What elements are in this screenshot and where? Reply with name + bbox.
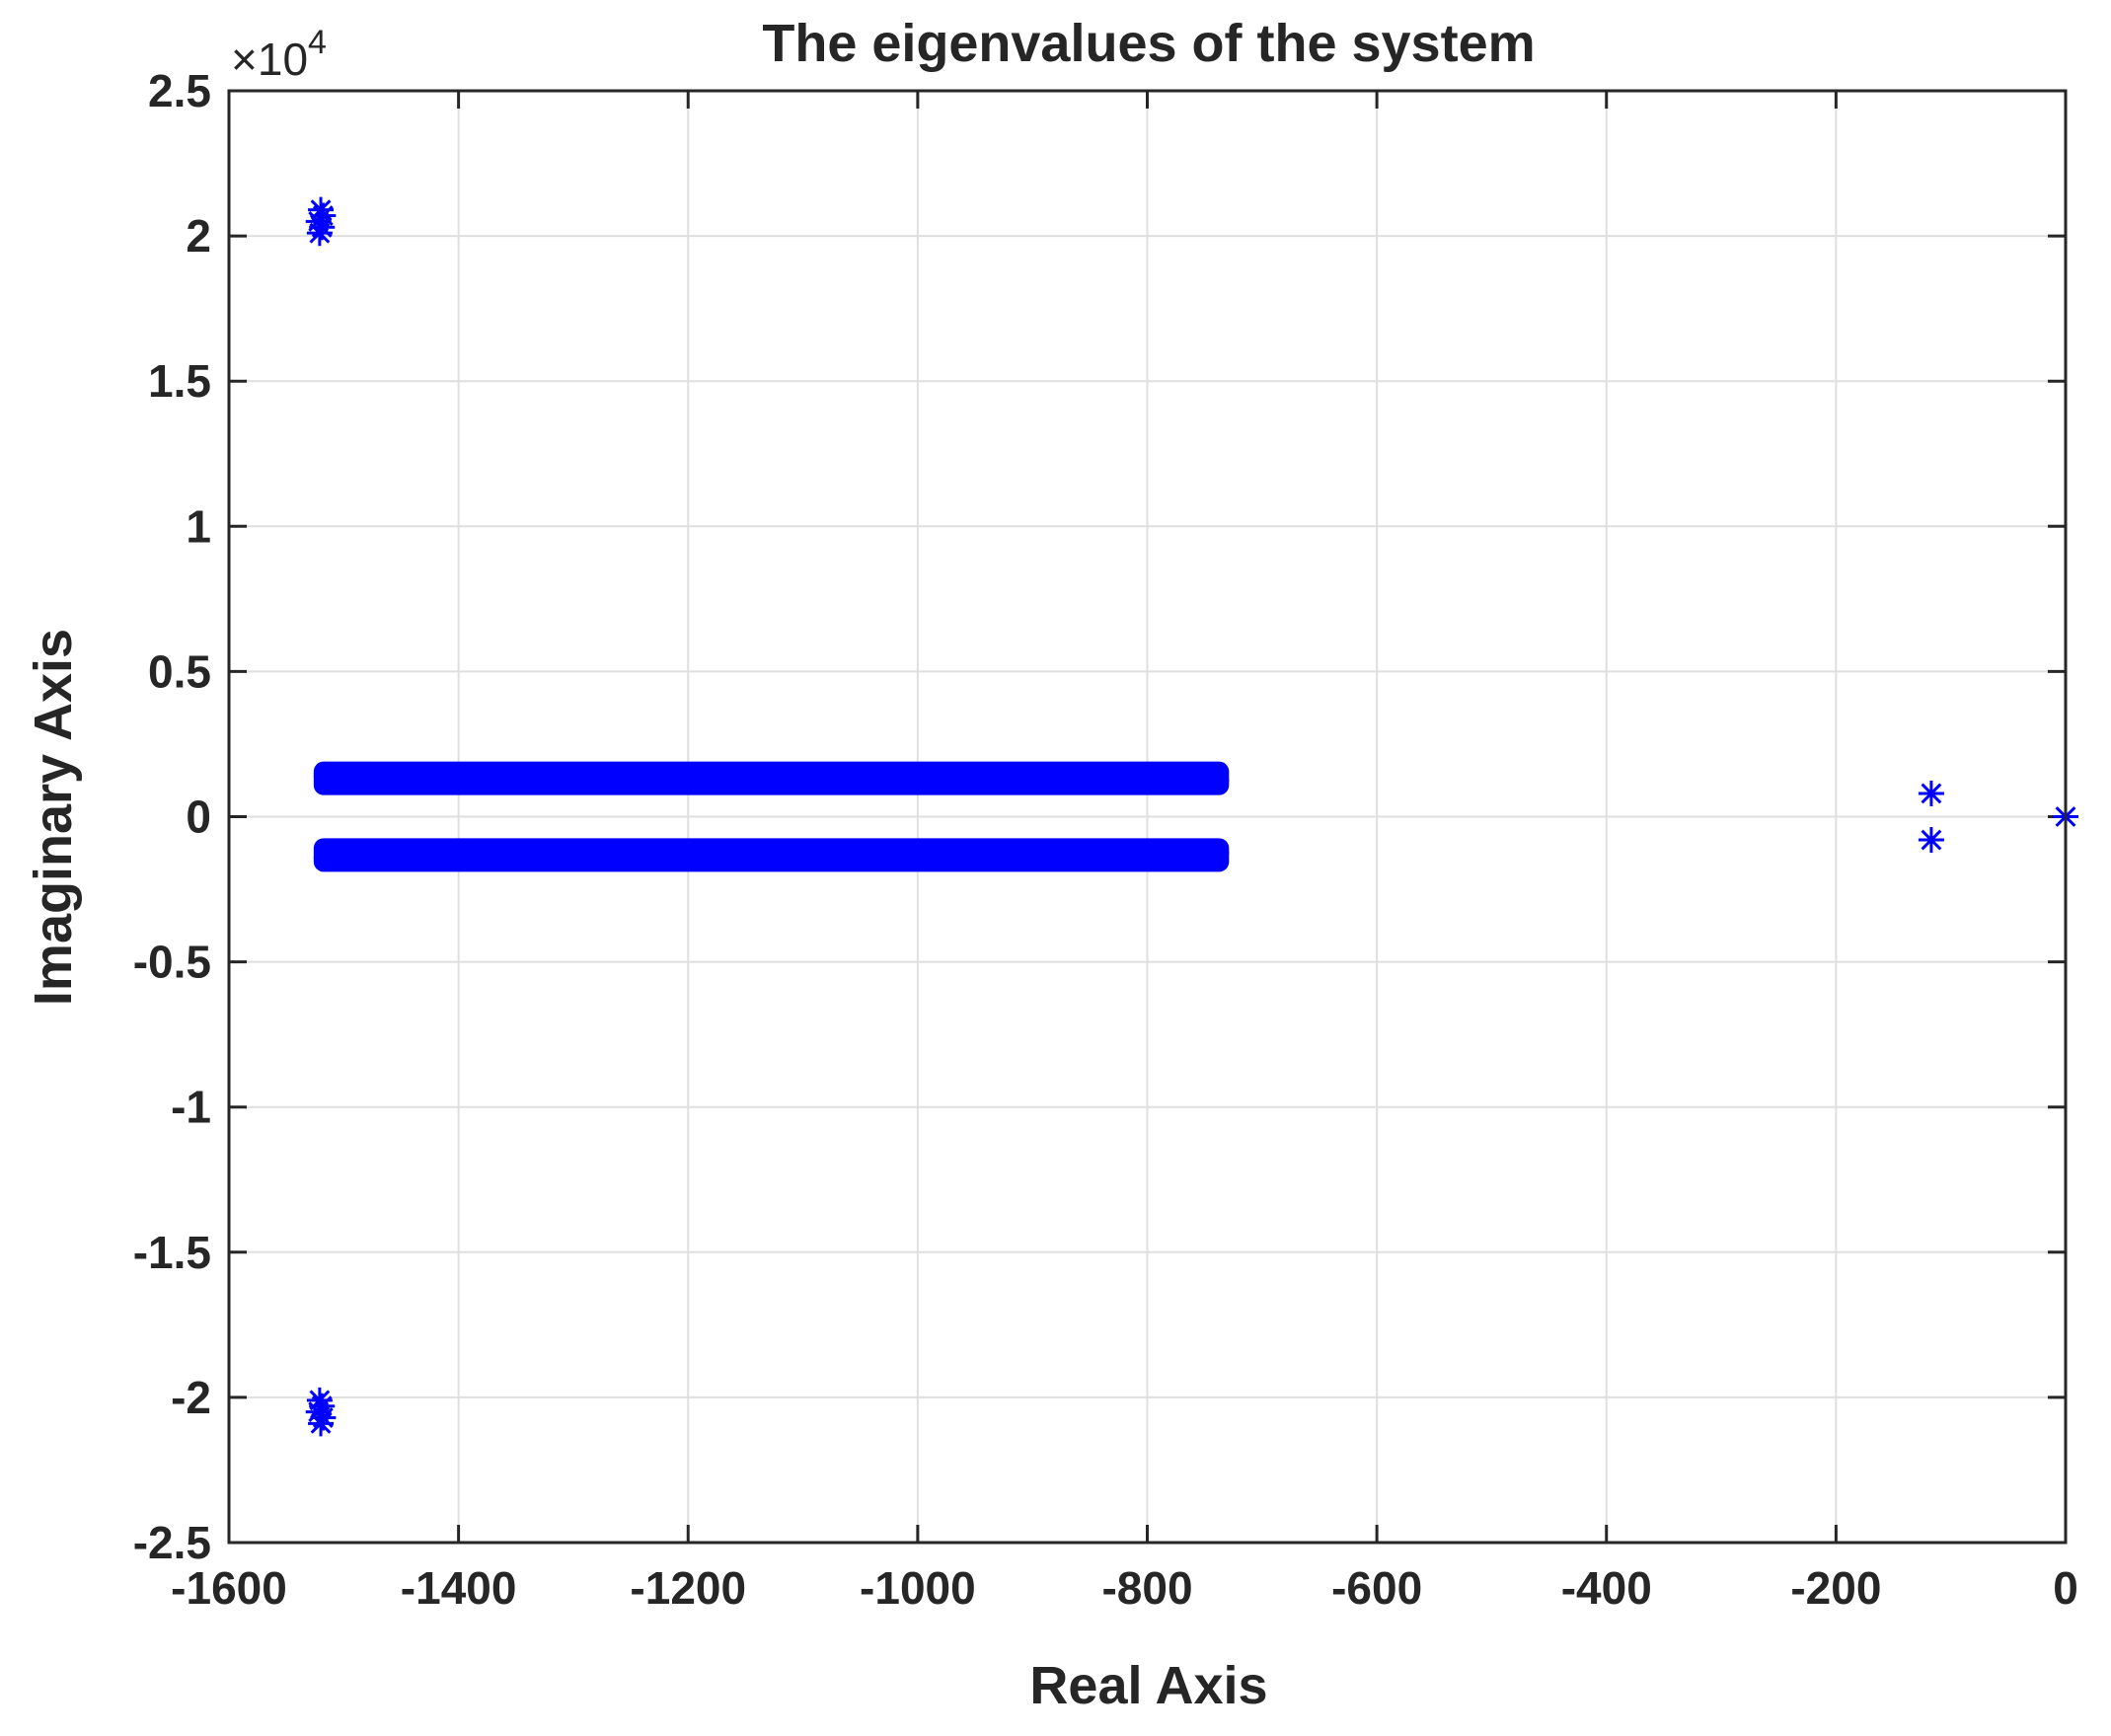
eigenvalue-point: [675, 764, 702, 791]
eigenvalue-point: [1169, 840, 1195, 867]
y-axis-label: Imaginary Axis: [24, 629, 83, 1006]
y-axis-exponent: ×104: [231, 24, 327, 85]
eigenvalue-point: [720, 843, 747, 869]
eigenvalue-point: [445, 844, 472, 870]
x-tick-label: -600: [1331, 1562, 1422, 1614]
y-exponent-power: 4: [308, 24, 327, 61]
eigenvalue-point: [904, 766, 931, 793]
y-tick-label: -2: [171, 1372, 211, 1423]
eigenvalue-point: [353, 844, 380, 870]
eigenvalue-point: [904, 841, 931, 868]
eigenvalue-point: [1088, 841, 1114, 868]
eigenvalue-point: [583, 764, 610, 791]
eigenvalue-point: [353, 763, 380, 790]
x-tick-label: -800: [1101, 1562, 1192, 1614]
eigenvalue-point: [1203, 840, 1230, 867]
eigenvalue-point: [1134, 840, 1161, 867]
eigenvalue-point: [629, 843, 655, 869]
eigenvalue-point: [767, 764, 793, 791]
x-tick-label: 0: [2053, 1562, 2078, 1614]
eigenvalue-point: [1203, 767, 1230, 793]
eigenvalue-point: [306, 1387, 333, 1413]
y-tick-label: 2.5: [148, 65, 211, 116]
eigenvalue-point: [812, 766, 839, 793]
eigenvalue-point: [950, 766, 977, 793]
grid: [229, 91, 2066, 1543]
eigenvalue-point: [313, 844, 339, 870]
x-tick-label: -400: [1561, 1562, 1652, 1614]
y-tick-label: -1: [171, 1082, 211, 1133]
eigenvalue-point: [812, 841, 839, 868]
x-tick-label: -1400: [401, 1562, 517, 1614]
eigenvalue-point: [537, 843, 564, 869]
eigenvalue-point: [1169, 767, 1195, 793]
y-tick-label: 1.5: [148, 355, 211, 407]
y-tick-label: -2.5: [133, 1517, 211, 1568]
y-tick-label: -0.5: [133, 937, 211, 988]
eigenvalue-point: [491, 844, 518, 870]
y-tick-labels: 2.5 2 1.5 1 0.5 0 -0.5 -1 -1.5 -2 -2.5: [133, 65, 211, 1568]
eigenvalue-point: [1042, 841, 1069, 868]
eigenvalue-point: [313, 763, 339, 790]
eigenvalue-point: [1918, 780, 1944, 806]
eigenvalue-point: [767, 843, 793, 869]
y-tick-label: 0: [186, 792, 211, 843]
eigenvalue-point: [1918, 827, 1944, 854]
eigenvalue-point: [675, 843, 702, 869]
y-tick-label: -1.5: [133, 1227, 211, 1278]
eigenvalue-point: [720, 764, 747, 791]
eigenvalue-point: [583, 843, 610, 869]
chart-title: The eigenvalues of the system: [762, 14, 1535, 73]
eigenvalue-point: [537, 764, 564, 791]
eigenvalue-point: [1134, 767, 1161, 793]
eigenvalue-point: [445, 763, 472, 790]
eigenvalue-point: [996, 766, 1022, 793]
x-axis-label: Real Axis: [1029, 1656, 1267, 1715]
y-exponent-base: ×10: [231, 34, 308, 85]
eigenvalue-point: [400, 844, 426, 870]
x-tick-label: -1200: [630, 1562, 746, 1614]
eigenvalue-point: [1042, 766, 1069, 793]
eigenvalue-point: [859, 841, 885, 868]
eigenvalue-point: [629, 764, 655, 791]
axes-box: [227, 89, 2068, 1545]
y-tick-label: 2: [186, 210, 211, 262]
x-tick-labels: -1600 -1400 -1200 -1000 -800 -600 -400 -200 0: [171, 1562, 2078, 1614]
eigenvalue-point: [859, 766, 885, 793]
eigenvalue-point: [400, 763, 426, 790]
y-tick-label: 0.5: [148, 645, 211, 697]
y-tick-label: 1: [186, 500, 211, 552]
eigenvalue-point: [950, 841, 977, 868]
x-tick-label: -1000: [860, 1562, 976, 1614]
x-tick-label: -200: [1790, 1562, 1881, 1614]
eigenvalue-point: [491, 763, 518, 790]
eigenvalue-point: [1088, 766, 1114, 793]
eigenvalue-point: [306, 220, 333, 247]
x-tick-label: -1600: [171, 1562, 287, 1614]
eigenvalue-point: [996, 841, 1022, 868]
